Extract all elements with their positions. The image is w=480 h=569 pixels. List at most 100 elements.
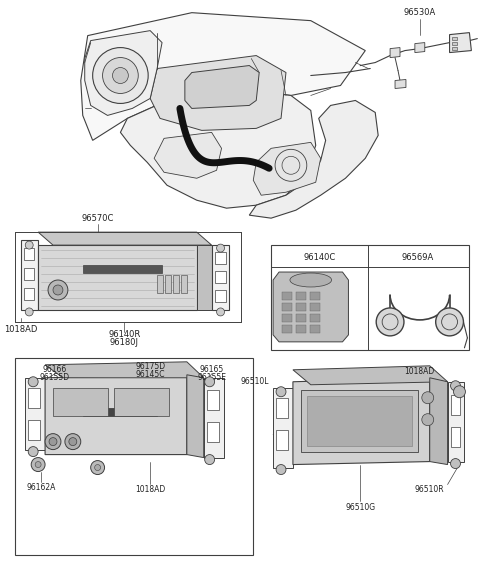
Polygon shape [185,65,259,109]
Bar [207,390,218,410]
Bar [24,248,34,260]
Text: 96166: 96166 [43,365,67,374]
Polygon shape [38,245,197,310]
Polygon shape [293,378,430,464]
Bar [207,422,218,442]
Polygon shape [81,13,365,141]
Bar [181,275,187,293]
Text: 96165: 96165 [200,365,224,374]
Bar [307,395,412,446]
Polygon shape [293,366,447,385]
Circle shape [451,459,460,468]
Circle shape [28,447,38,456]
Circle shape [48,280,68,300]
Bar [53,387,108,416]
Circle shape [49,438,57,446]
Text: 96140C: 96140C [303,253,336,262]
Circle shape [69,438,77,446]
Bar [276,398,288,418]
Bar [301,390,418,452]
Bar [157,275,163,293]
Text: 96570C: 96570C [82,214,114,222]
Ellipse shape [290,273,332,287]
Circle shape [65,434,81,450]
Text: 96155E: 96155E [197,373,226,382]
Polygon shape [390,48,400,57]
Bar [296,325,306,333]
Polygon shape [253,142,321,195]
Bar [310,303,320,311]
Bar [114,387,169,416]
Text: 96510G: 96510G [345,503,375,512]
Circle shape [204,455,215,464]
Bar [282,314,292,322]
Bar [296,292,306,300]
Bar [296,314,306,322]
Text: 1018AD: 1018AD [135,485,165,494]
Polygon shape [154,133,222,178]
Polygon shape [450,32,471,52]
Circle shape [276,387,286,397]
Text: 96140R: 96140R [108,331,141,339]
Polygon shape [120,89,316,208]
Bar [452,42,456,44]
Text: 96155D: 96155D [40,373,70,382]
Bar [276,430,288,450]
Bar [282,292,292,300]
Bar [282,303,292,311]
Bar [310,325,320,333]
Bar [28,420,40,440]
Bar [271,245,469,350]
Polygon shape [45,375,187,455]
Bar [215,271,226,283]
Bar [282,325,292,333]
Polygon shape [249,101,378,218]
Polygon shape [150,56,286,130]
Polygon shape [45,362,204,378]
Bar [215,290,226,302]
Circle shape [422,414,434,426]
Circle shape [28,377,38,387]
Bar [83,265,162,273]
Circle shape [454,386,466,398]
Circle shape [422,391,434,404]
Text: 96510R: 96510R [415,485,444,494]
Polygon shape [21,240,38,310]
Circle shape [93,48,148,104]
Bar [215,252,226,264]
Polygon shape [25,378,45,450]
Polygon shape [204,378,224,457]
Text: 96180J: 96180J [110,339,139,347]
Polygon shape [430,378,447,464]
Bar [165,275,171,293]
Text: 1018AD: 1018AD [5,325,38,335]
Polygon shape [415,43,425,52]
Bar [15,358,253,555]
Circle shape [103,57,138,93]
Circle shape [25,241,33,249]
Circle shape [204,377,215,387]
Bar [24,268,34,280]
Polygon shape [187,375,204,457]
Polygon shape [447,382,465,461]
Bar [173,275,179,293]
Circle shape [53,285,63,295]
Polygon shape [85,31,162,116]
Circle shape [216,308,225,316]
Text: 96530A: 96530A [404,8,436,17]
Polygon shape [273,272,348,342]
Circle shape [376,308,404,336]
Text: 1018AD: 1018AD [405,367,435,376]
Circle shape [45,434,61,450]
Circle shape [451,381,460,391]
Text: 96569A: 96569A [402,253,434,262]
Bar [451,395,460,415]
Bar [451,427,460,447]
Text: 96145C: 96145C [135,370,165,380]
Circle shape [276,464,286,475]
Polygon shape [273,387,293,468]
Circle shape [35,461,41,468]
Circle shape [91,460,105,475]
Circle shape [25,308,33,316]
Circle shape [436,308,464,336]
